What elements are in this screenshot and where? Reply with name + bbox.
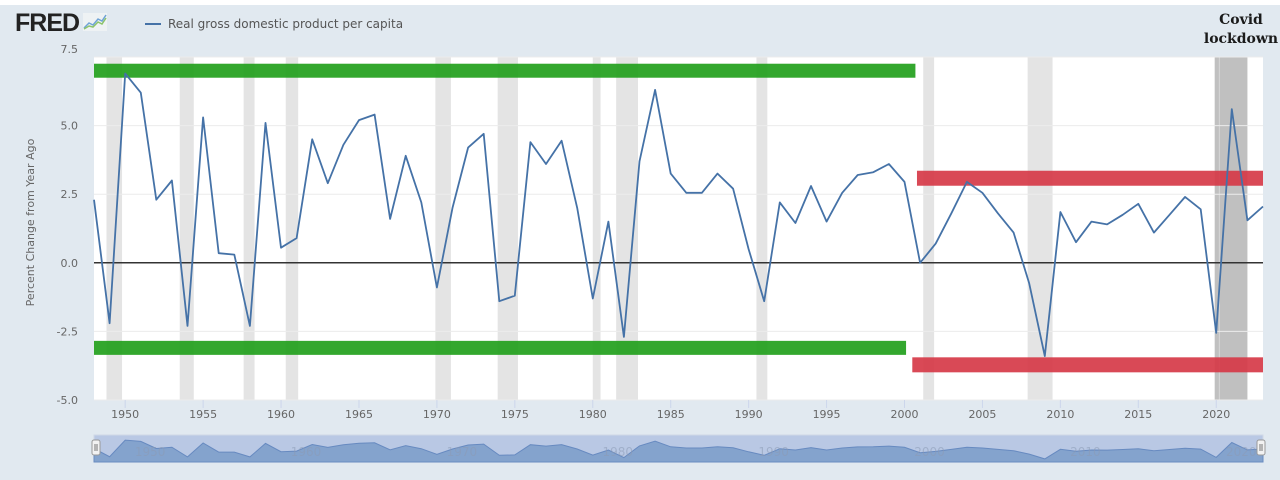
x-tick-label: 1990 (735, 408, 763, 421)
x-tick-label: 1980 (579, 408, 607, 421)
x-tick-label: 2010 (1046, 408, 1074, 421)
navigator-label: 2010 (1070, 445, 1101, 459)
annotation-bars (94, 63, 1263, 373)
legend-swatch (145, 23, 161, 25)
y-axis: -5.0 -2.5 0.0 2.5 5.0 7.5 (57, 43, 78, 407)
logo-text: FRED (15, 9, 80, 37)
annotation-line-2: lockdown (1203, 31, 1279, 47)
annotation-line-1: Covid (1219, 12, 1263, 28)
green-bar-bottom (94, 340, 907, 355)
x-tick-label: 2005 (968, 408, 996, 421)
navigator-label: 1970 (447, 445, 478, 459)
gridlines (94, 56, 1263, 401)
recession-band (592, 57, 601, 400)
recession-band (923, 57, 935, 400)
x-tick-label: 1970 (423, 408, 451, 421)
gdp-per-capita-line[interactable] (93, 72, 1264, 358)
fred-logo[interactable]: FRED (15, 9, 108, 37)
navigator-label: 2020 (1226, 445, 1257, 459)
recession-band (1027, 57, 1053, 400)
handle-body[interactable] (91, 439, 101, 456)
red-bar-top (916, 170, 1263, 186)
handle-body[interactable] (1256, 439, 1266, 456)
x-tick-label: 1950 (111, 408, 139, 421)
green-bar-top (94, 63, 916, 78)
x-tick-label: 2015 (1124, 408, 1152, 421)
x-tick-label: 1975 (501, 408, 529, 421)
x-tick-label: 1965 (345, 408, 373, 421)
y-axis-title-text: Percent Change from Year Ago (24, 138, 37, 306)
recession-band (285, 57, 299, 400)
line-chart-icon (83, 12, 108, 35)
y-tick-label: 0.0 (61, 257, 79, 270)
data-series[interactable] (93, 72, 1264, 358)
navigator-label: 1960 (291, 445, 322, 459)
recession-band (179, 57, 194, 400)
recession-band (497, 57, 518, 400)
recession-band (435, 57, 451, 400)
recession-band (756, 57, 768, 400)
navigator-label: 2000 (914, 445, 945, 459)
y-tick-label: 7.5 (61, 43, 79, 56)
navigator-handle-left[interactable] (91, 439, 101, 456)
y-tick-label: -2.5 (57, 325, 78, 338)
navigator-label: 1990 (758, 445, 789, 459)
y-tick-label: -5.0 (57, 394, 78, 407)
legend[interactable]: Real gross domestic product per capita (145, 17, 403, 31)
navigator-area (93, 439, 1264, 463)
x-tick-label: 1985 (657, 408, 685, 421)
recession-band (243, 57, 255, 400)
red-bar-bottom (912, 357, 1263, 373)
x-tick-label: 1955 (189, 408, 217, 421)
x-tick-label: 1960 (267, 408, 295, 421)
legend-label: Real gross domestic product per capita (168, 17, 404, 31)
covid-annotation: Covid lockdown (1202, 11, 1280, 49)
navigator-label: 1980 (602, 445, 633, 459)
y-axis-title: Percent Change from Year Ago (24, 138, 37, 306)
navigator-handle-right[interactable] (1256, 439, 1266, 456)
navigator-label: 1950 (135, 445, 166, 459)
x-tick-label: 1995 (813, 408, 841, 421)
y-tick-label: 5.0 (61, 120, 79, 133)
x-tick-label: 2020 (1202, 408, 1230, 421)
y-tick-label: 2.5 (61, 188, 79, 201)
x-tick-label: 2000 (891, 408, 919, 421)
x-axis: 1950 1955 1960 1965 1970 1975 1980 1985 1990 1995… (111, 400, 1230, 421)
range-navigator[interactable]: 1950 1960 1970 1980 1990 2000 2010 2020 (91, 434, 1266, 463)
